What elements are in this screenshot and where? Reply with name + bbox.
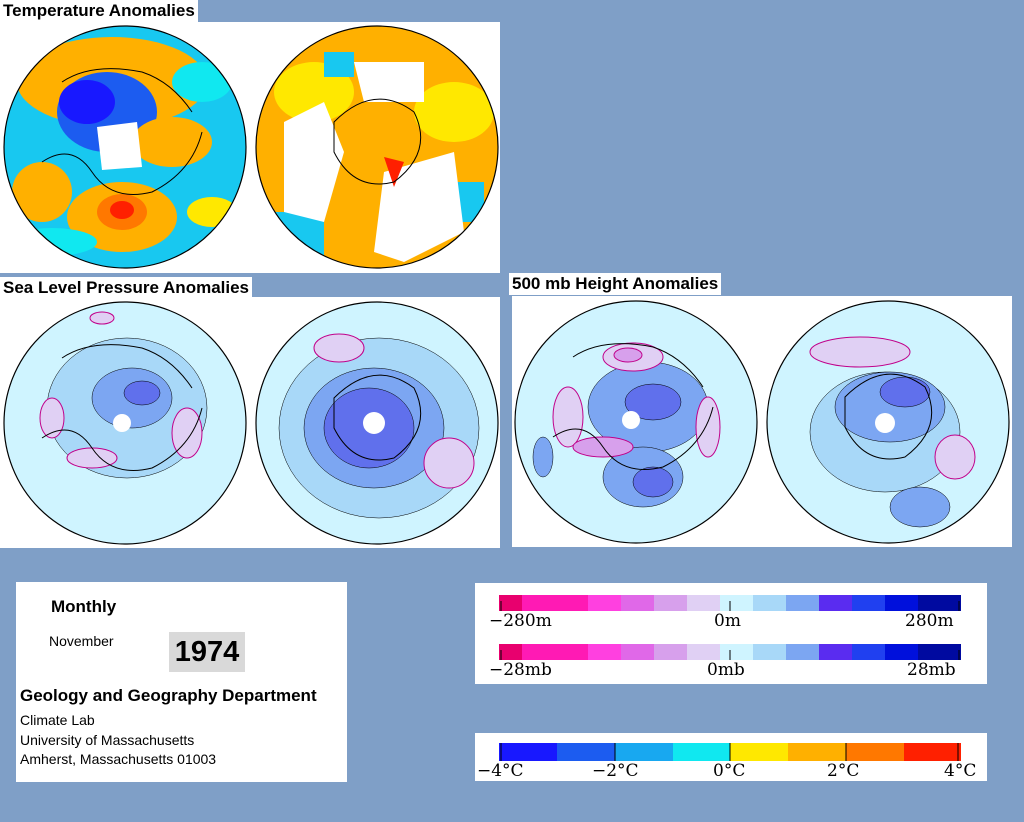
info-box: Monthly November 1974 Geology and Geogra… <box>16 582 347 782</box>
slp-south-map <box>255 301 499 545</box>
temperature-title: Temperature Anomalies <box>0 0 198 22</box>
height-max-label: 280m <box>905 611 954 631</box>
pressure-min-label: −28mb <box>489 660 552 680</box>
address-label: Amherst, Massachusetts 01003 <box>20 751 217 767</box>
pressure-max-label: 28mb <box>907 660 956 680</box>
height500-title: 500 mb Height Anomalies <box>509 273 722 295</box>
temperature-north-map <box>3 25 247 269</box>
temperature-legend: −4°C −2°C 0°C 2°C 4°C <box>475 733 987 781</box>
temp-label-4: 2°C <box>827 761 860 781</box>
period-label: Monthly <box>51 597 117 616</box>
year-label: 1974 <box>169 632 245 672</box>
department-label: Geology and Geography Department <box>20 686 317 705</box>
temp-label-3: 0°C <box>713 761 746 781</box>
height-colorbar <box>499 595 961 611</box>
temp-label-5: 4°C <box>944 761 977 781</box>
pressure-mid-label: 0mb <box>707 660 745 680</box>
temp-label-2: −2°C <box>592 761 639 781</box>
lab-label: Climate Lab <box>20 712 95 728</box>
temperature-colorbar <box>499 743 961 761</box>
slp-title: Sea Level Pressure Anomalies <box>0 277 253 299</box>
height-mid-label: 0m <box>714 611 741 631</box>
temperature-south-map <box>255 25 499 269</box>
pressure-colorbar <box>499 644 961 660</box>
month-label: November <box>49 633 114 649</box>
university-label: University of Massachusetts <box>20 732 195 748</box>
temp-label-1: −4°C <box>477 761 524 781</box>
height-min-label: −280m <box>489 611 552 631</box>
height500-north-map <box>514 300 758 544</box>
slp-north-map <box>3 301 247 545</box>
height500-south-map <box>766 300 1010 544</box>
anomaly-legend: −280m 0m 280m −28mb 0mb 28mb <box>475 583 987 684</box>
